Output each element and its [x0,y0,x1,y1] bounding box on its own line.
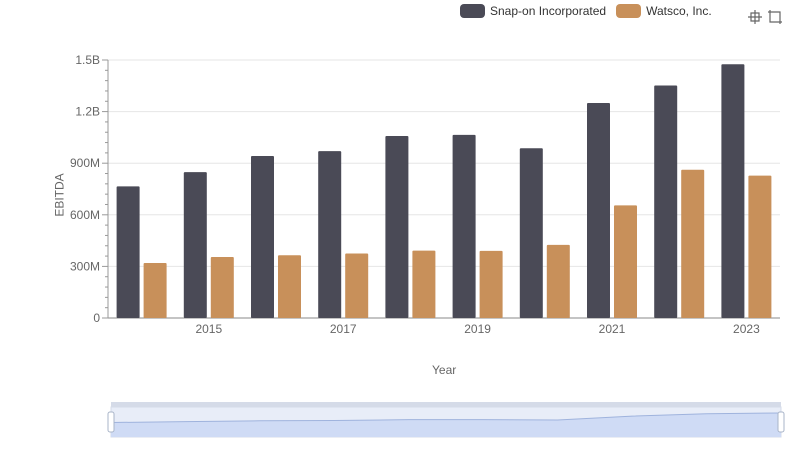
x-tick-label: 2019 [464,322,491,336]
y-tick-label: 1.5B [75,53,100,67]
bar-snap-on-2014[interactable] [116,186,140,318]
legend: Snap-on Incorporated Watsco, Inc. [460,4,722,18]
y-axis-ticks: 0 300M 600M 900M 1.2B 1.5B [70,53,109,325]
bar-watsco-2017[interactable] [345,253,369,319]
zoom-reset-icon[interactable] [766,8,784,26]
x-tick-label: 2023 [733,322,760,336]
bar-watsco-2018[interactable] [412,250,436,318]
x-axis-title: Year [432,363,457,377]
legend-item-watsco[interactable]: Watsco, Inc. [616,4,712,18]
legend-swatch-watsco [616,4,642,18]
y-tick-label: 600M [70,208,100,222]
x-axis: 2015 2017 2019 2021 2023 [195,322,760,336]
data-zoom-slider[interactable] [107,402,785,438]
bar-snap-on-2016[interactable] [251,155,274,318]
slider-start-handle[interactable] [107,411,115,433]
y-tick-label: 300M [70,259,100,273]
grid-lines [108,59,780,319]
y-tick-label: 1.2B [75,105,100,119]
zoom-icon[interactable] [746,8,764,26]
y-tick-label: 0 [93,311,100,325]
slider-preview-area [111,413,781,437]
bar-watsco-2022[interactable] [681,169,705,318]
bar-watsco-2023[interactable] [748,175,772,318]
bar-snap-on-2018[interactable] [385,136,409,318]
y-tick-label: 900M [70,156,100,170]
x-tick-label: 2015 [195,322,222,336]
legend-item-snap-on[interactable]: Snap-on Incorporated [460,4,606,18]
legend-label-watsco: Watsco, Inc. [646,4,712,18]
bar-series [116,64,772,319]
bar-snap-on-2021[interactable] [587,103,610,318]
bar-watsco-2019[interactable] [479,250,503,318]
bar-snap-on-2015[interactable] [183,172,207,318]
bar-watsco-2015[interactable] [210,256,234,318]
bar-snap-on-2019[interactable] [452,134,476,318]
y-axis-title: EBITDA [52,173,67,217]
bar-snap-on-2022[interactable] [654,85,678,319]
slider-preview-line [110,412,782,424]
bar-snap-on-2023[interactable] [721,64,745,318]
bar-watsco-2020[interactable] [546,244,570,318]
slider-move-handle[interactable] [111,402,781,407]
legend-swatch-snap-on [460,4,485,18]
x-tick-label: 2017 [330,322,357,336]
slider-end-handle[interactable] [777,411,785,433]
legend-label-snap-on: Snap-on Incorporated [490,4,607,18]
bar-watsco-2014[interactable] [143,262,167,318]
toolbox [746,8,786,26]
bar-snap-on-2017[interactable] [318,151,342,318]
bar-watsco-2016[interactable] [278,255,301,318]
bar-watsco-2021[interactable] [614,205,637,318]
bar-snap-on-2020[interactable] [519,148,543,318]
x-tick-label: 2021 [599,322,626,336]
